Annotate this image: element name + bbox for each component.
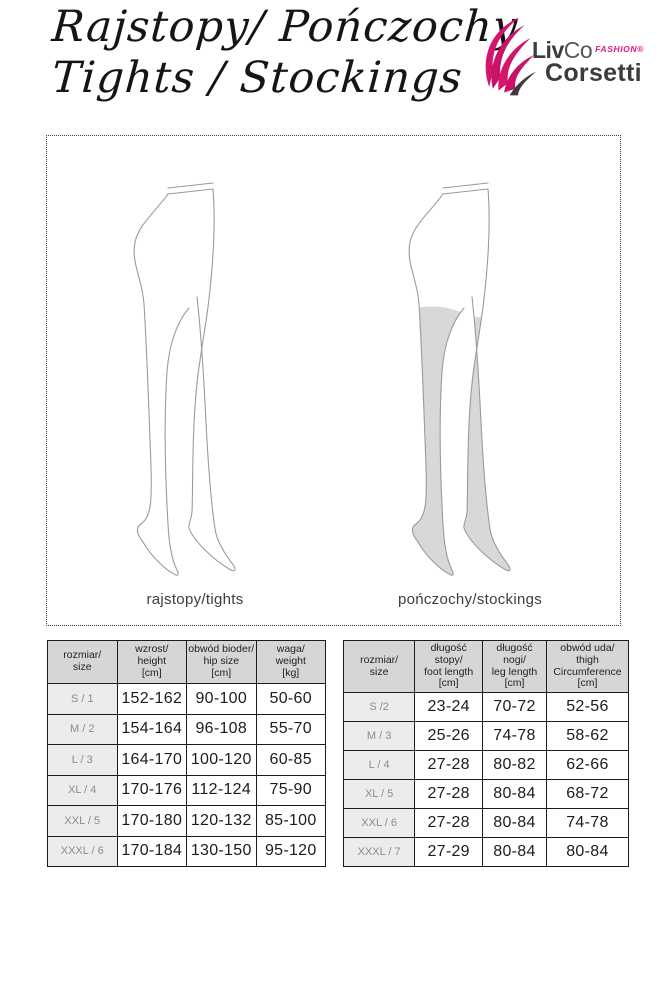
table-row: L / 3 164-170 100-120 60-85 <box>47 744 326 776</box>
value-cell: 90-100 <box>186 683 257 715</box>
value-cell: 170-176 <box>116 774 187 806</box>
header-row: rozmiar/ size długość stopy/ foot length … <box>342 640 630 693</box>
size-cell: XXL / 6 <box>342 808 416 838</box>
header-cell: wzrost/ height [cm] <box>116 640 187 684</box>
value-cell: 154-164 <box>116 713 187 745</box>
value-cell: 68-72 <box>545 779 630 809</box>
brand-logo: LivCo FASHION® Corsetti <box>476 12 651 98</box>
value-cell: 27-28 <box>414 808 484 838</box>
header-cell: rozmiar/ size <box>342 640 416 693</box>
stockings-size-table: rozmiar/ size długość stopy/ foot length … <box>342 640 630 867</box>
header-cell: długość stopy/ foot length [cm] <box>414 640 484 693</box>
value-cell: 80-84 <box>482 779 547 809</box>
table-row: XL / 5 27-28 80-84 68-72 <box>342 779 630 809</box>
size-cell: XXXL / 7 <box>342 837 416 867</box>
size-cell: L / 3 <box>47 744 118 776</box>
size-tables: rozmiar/ size wzrost/ height [cm] obwód bi… <box>47 640 630 867</box>
value-cell: 62-66 <box>545 750 630 780</box>
logo-liv: Liv <box>532 37 564 64</box>
table-row: XXXL / 6 170-184 130-150 95-120 <box>47 835 326 867</box>
logo-text: LivCo FASHION® Corsetti <box>532 25 644 88</box>
size-cell: S /2 <box>342 692 416 722</box>
livco-swoosh-icon <box>485 17 536 96</box>
table-row: M / 3 25-26 74-78 58-62 <box>342 721 630 751</box>
header-cell: waga/ weight [kg] <box>255 640 326 684</box>
value-cell: 58-62 <box>545 721 630 751</box>
logo-fashion: FASHION® <box>595 44 644 55</box>
tights-figure: rajstopy/tights <box>85 172 305 608</box>
table-row: S / 1 152-162 90-100 50-60 <box>47 683 326 715</box>
tights-illustration <box>133 182 236 576</box>
tights-size-table: rozmiar/ size wzrost/ height [cm] obwód bi… <box>47 640 326 867</box>
value-cell: 170-184 <box>116 835 187 867</box>
size-cell: XXL / 5 <box>47 805 118 837</box>
table-row: M / 2 154-164 96-108 55-70 <box>47 713 326 745</box>
value-cell: 25-26 <box>414 721 484 751</box>
size-cell: XXXL / 6 <box>47 835 118 867</box>
table-row: XXL / 6 27-28 80-84 74-78 <box>342 808 630 838</box>
value-cell: 23-24 <box>414 692 484 722</box>
value-cell: 60-85 <box>255 744 326 776</box>
value-cell: 130-150 <box>186 835 257 867</box>
value-cell: 27-28 <box>414 750 484 780</box>
table-row: L / 4 27-28 80-82 62-66 <box>342 750 630 780</box>
value-cell: 120-132 <box>186 805 257 837</box>
header-row: rozmiar/ size wzrost/ height [cm] obwód bi… <box>47 640 326 684</box>
value-cell: 50-60 <box>255 683 326 715</box>
value-cell: 70-72 <box>482 692 547 722</box>
value-cell: 95-120 <box>255 835 326 867</box>
value-cell: 164-170 <box>116 744 187 776</box>
title-line-1: Rajstopy/ Pończochy <box>50 2 520 52</box>
value-cell: 112-124 <box>186 774 257 806</box>
value-cell: 80-82 <box>482 750 547 780</box>
table-row: XXXL / 7 27-29 80-84 80-84 <box>342 837 630 867</box>
value-cell: 75-90 <box>255 774 326 806</box>
size-cell: XL / 4 <box>47 774 118 806</box>
value-cell: 80-84 <box>482 837 547 867</box>
logo-co: Co <box>563 37 593 64</box>
value-cell: 96-108 <box>186 713 257 745</box>
logo-wordmark: LivCo FASHION® <box>532 39 644 62</box>
value-cell: 74-78 <box>482 721 547 751</box>
value-cell: 52-56 <box>545 692 630 722</box>
stockings-figure: pończochy/stockings <box>360 172 580 608</box>
table-row: XXL / 5 170-180 120-132 85-100 <box>47 805 326 837</box>
stockings-illustration <box>408 182 511 576</box>
header-cell: obwód bioder/ hip size [cm] <box>186 640 257 684</box>
value-cell: 27-28 <box>414 779 484 809</box>
size-cell: M / 2 <box>47 713 118 745</box>
value-cell: 74-78 <box>545 808 630 838</box>
page-title: Rajstopy/ Pończochy Tights / Stockings <box>50 2 520 103</box>
value-cell: 170-180 <box>116 805 187 837</box>
header-cell: obwód uda/ thigh Circumference [cm] <box>545 640 630 693</box>
figures-panel: rajstopy/tights <box>46 135 621 626</box>
size-cell: S / 1 <box>47 683 118 715</box>
value-cell: 152-162 <box>116 683 187 715</box>
logo-corsetti: Corsetti <box>545 59 642 88</box>
value-cell: 80-84 <box>482 808 547 838</box>
header-cell: długość nogi/ leg length [cm] <box>482 640 547 693</box>
tights-caption: rajstopy/tights <box>146 591 244 608</box>
value-cell: 80-84 <box>545 837 630 867</box>
value-cell: 27-29 <box>414 837 484 867</box>
value-cell: 55-70 <box>255 713 326 745</box>
title-line-2: Tights / Stockings <box>50 52 465 103</box>
header-cell: rozmiar/ size <box>47 640 118 684</box>
table-row: S /2 23-24 70-72 52-56 <box>342 692 630 722</box>
table-row: XL / 4 170-176 112-124 75-90 <box>47 774 326 806</box>
value-cell: 100-120 <box>186 744 257 776</box>
value-cell: 85-100 <box>255 805 326 837</box>
size-cell: XL / 5 <box>342 779 416 809</box>
size-cell: M / 3 <box>342 721 416 751</box>
stockings-caption: pończochy/stockings <box>397 591 543 608</box>
size-cell: L / 4 <box>342 750 416 780</box>
